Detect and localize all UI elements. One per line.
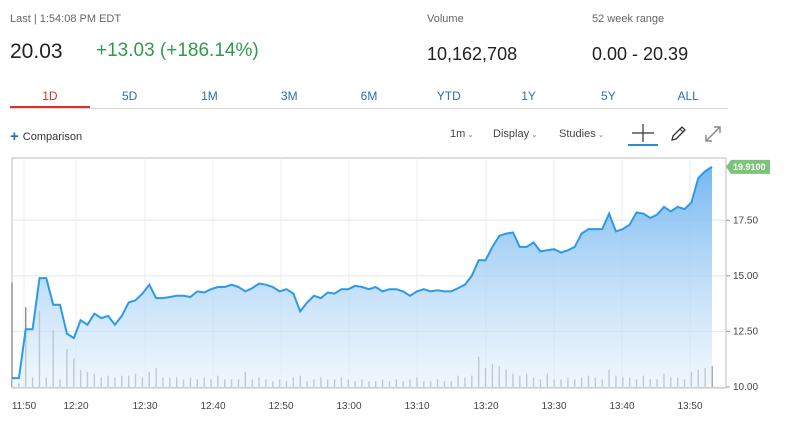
tab-1m[interactable]: 1M bbox=[201, 89, 218, 103]
last-trade-timestamp: Last | 1:54:08 PM EDT bbox=[10, 13, 122, 25]
x-tick-label: 13:40 bbox=[609, 401, 634, 412]
y-tick-label: 15.00 bbox=[733, 271, 758, 282]
x-tick-label: 13:30 bbox=[541, 401, 566, 412]
timeframe-tabs: 1D 5D 1M 3M 6M YTD 1Y 5Y ALL bbox=[10, 86, 728, 109]
tab-1y[interactable]: 1Y bbox=[521, 89, 536, 103]
x-tick-label: 13:10 bbox=[404, 401, 429, 412]
display-label: Display bbox=[493, 128, 530, 140]
y-tick-label: 10.00 bbox=[733, 382, 758, 393]
range-value: 0.00 - 20.39 bbox=[592, 44, 689, 64]
studies-dropdown[interactable]: Studies ⌄ bbox=[559, 128, 604, 140]
expand-icon bbox=[705, 126, 721, 142]
volume-label: Volume bbox=[427, 13, 464, 25]
last-price: 20.03 bbox=[10, 40, 63, 63]
x-axis-labels: 11:50 12:20 12:30 12:40 12:50 13:00 13:10 13:20… bbox=[12, 401, 703, 412]
chevron-down-icon: ⌄ bbox=[531, 130, 538, 139]
price-line bbox=[12, 166, 713, 380]
tab-ytd[interactable]: YTD bbox=[436, 89, 461, 103]
comparison-button[interactable]: + Comparison bbox=[10, 128, 82, 145]
tab-5y[interactable]: 5Y bbox=[601, 89, 616, 103]
studies-label: Studies bbox=[559, 128, 596, 140]
tab-3m[interactable]: 3M bbox=[280, 89, 298, 103]
tab-5d[interactable]: 5D bbox=[122, 89, 138, 103]
chevron-down-icon: ⌄ bbox=[467, 130, 474, 139]
tab-all[interactable]: ALL bbox=[677, 89, 699, 103]
display-dropdown[interactable]: Display ⌄ bbox=[493, 128, 538, 140]
x-tick-label: 11:50 bbox=[12, 401, 37, 412]
comparison-label: Comparison bbox=[22, 131, 83, 143]
tab-6m[interactable]: 6M bbox=[360, 89, 378, 103]
price-chart[interactable]: 10.00 12.50 15.00 17.50 11:50 12:20 12:30 12:4… bbox=[0, 155, 792, 417]
expand-chart-button[interactable] bbox=[703, 124, 723, 144]
range-label: 52 week range bbox=[592, 13, 665, 25]
crosshair-tool-button[interactable] bbox=[628, 122, 658, 146]
volume-value: 10,162,708 bbox=[427, 44, 518, 64]
crosshair-icon bbox=[632, 124, 654, 142]
x-tick-label: 12:20 bbox=[63, 401, 88, 412]
chevron-down-icon: ⌄ bbox=[597, 130, 605, 139]
draw-tool-button[interactable] bbox=[668, 124, 688, 144]
y-tick-label: 12.50 bbox=[733, 326, 758, 337]
x-tick-label: 12:40 bbox=[200, 401, 225, 412]
current-price-tag: 19.9100 bbox=[726, 159, 770, 174]
x-tick-label: 12:30 bbox=[132, 401, 157, 412]
y-tick-label: 17.50 bbox=[733, 215, 758, 226]
plus-icon: + bbox=[10, 128, 19, 145]
x-tick-label: 13:50 bbox=[677, 401, 702, 412]
price-change: +13.03 (+186.14%) bbox=[96, 40, 259, 61]
x-tick-label: 12:50 bbox=[268, 401, 293, 412]
price-area bbox=[12, 166, 712, 387]
interval-label: 1m bbox=[450, 128, 466, 140]
pencil-icon bbox=[671, 126, 686, 141]
x-tick-label: 13:20 bbox=[473, 401, 498, 412]
interval-dropdown[interactable]: 1m ⌄ bbox=[450, 128, 474, 140]
tab-1d[interactable]: 1D bbox=[10, 86, 90, 108]
y-axis-labels: 10.00 12.50 15.00 17.50 bbox=[733, 215, 758, 393]
chart-toolbar: + Comparison 1m ⌄ Display ⌄ Studies ⌄ bbox=[10, 124, 728, 146]
current-price-label: 19.9100 bbox=[733, 162, 766, 172]
volume-bar bbox=[11, 282, 13, 387]
x-tick-label: 13:00 bbox=[336, 401, 361, 412]
